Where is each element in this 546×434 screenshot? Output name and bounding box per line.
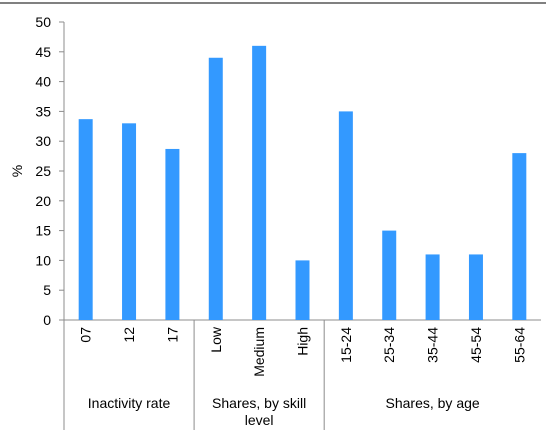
- x-tick-label: 12: [121, 327, 137, 343]
- bar: [295, 260, 310, 320]
- bar: [425, 254, 440, 320]
- bar: [382, 230, 397, 320]
- y-tick-label: 45: [35, 44, 51, 60]
- y-tick-label: 30: [35, 133, 51, 149]
- x-tick-label: 55-64: [511, 327, 527, 363]
- bar: [78, 119, 93, 320]
- bar: [165, 148, 180, 320]
- group-label: Shares, by age: [386, 395, 480, 411]
- bar: [252, 45, 267, 321]
- x-tick-label: 17: [164, 327, 180, 343]
- y-tick-label: 10: [35, 252, 51, 268]
- x-tick-label: 07: [78, 327, 94, 343]
- group-label: Shares, by skill level: [212, 395, 306, 428]
- y-tick-label: 50: [35, 14, 51, 30]
- x-tick-label: 45-54: [468, 327, 484, 363]
- y-axis-label: %: [9, 165, 25, 177]
- x-tick-label: 15-24: [338, 327, 354, 363]
- x-tick-label: 25-34: [381, 327, 397, 363]
- bars: [78, 45, 527, 321]
- y-tick-label: 25: [35, 163, 51, 179]
- y-tick-label: 15: [35, 223, 51, 239]
- x-tick-label: Medium: [251, 327, 267, 377]
- category-groups: Inactivity rate Shares, by skill level Shar…: [63, 320, 480, 430]
- y-tick-label: 40: [35, 74, 51, 90]
- bar: [122, 123, 137, 320]
- x-tick-label: High: [295, 327, 311, 356]
- y-tick-label: 0: [43, 312, 51, 328]
- bar: [338, 111, 353, 321]
- bar: [208, 57, 223, 320]
- x-tick-label: 35-44: [425, 327, 441, 363]
- bar: [512, 153, 527, 320]
- x-tick-labels: 07 12 17 Low Medium High 15-24 25-34 35-44 45-54 5…: [78, 326, 528, 377]
- x-tick-label: Low: [208, 326, 224, 353]
- y-ticks: 0 5 10 15 20 25 30 35 40 45 50: [35, 14, 64, 328]
- bar: [468, 254, 483, 320]
- y-tick-label: 5: [43, 282, 51, 298]
- group-label: Inactivity rate: [88, 395, 171, 411]
- y-tick-label: 20: [35, 193, 51, 209]
- y-tick-label: 35: [35, 103, 51, 119]
